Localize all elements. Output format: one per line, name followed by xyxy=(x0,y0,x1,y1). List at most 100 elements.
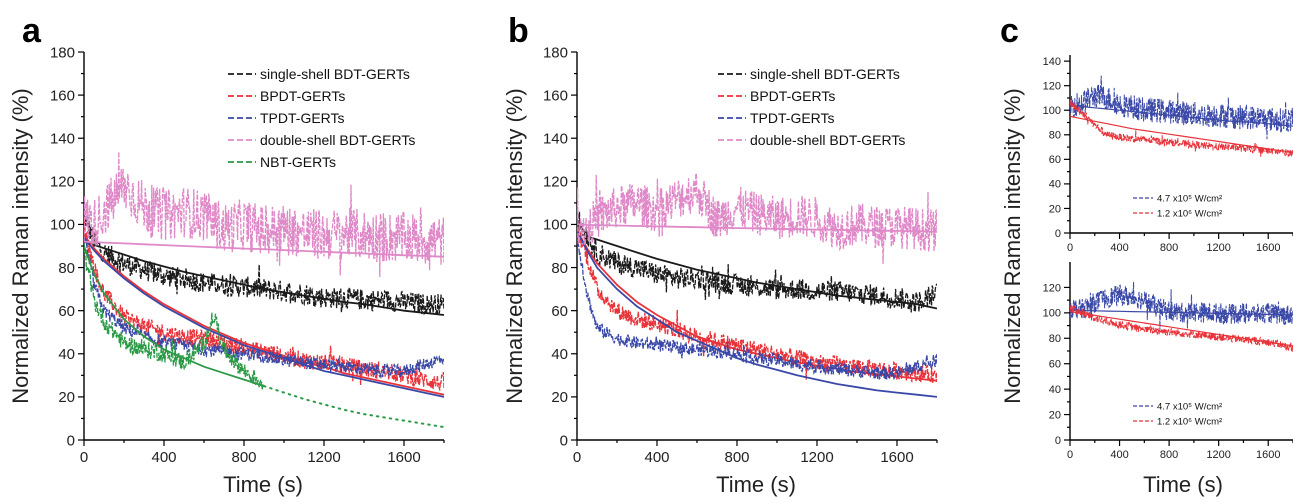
x-tick-label: 1600 xyxy=(880,449,913,466)
x-axis-title: Time (s) xyxy=(1143,472,1223,497)
extrapolation-line-green xyxy=(263,385,444,429)
series-line-blue xyxy=(1070,281,1293,331)
x-tick-label: 1600 xyxy=(387,449,420,466)
legend-entry: single-shell BDT-GERTs xyxy=(750,66,900,82)
panel-label-b: b xyxy=(508,12,529,50)
fit-line-pink xyxy=(84,240,444,258)
y-tick-label: 80 xyxy=(551,260,568,277)
y-tick-label: 100 xyxy=(1043,105,1061,117)
series-line-green xyxy=(84,243,265,391)
y-tick-label: 100 xyxy=(1043,308,1061,320)
y-tick-label: 80 xyxy=(1049,333,1061,345)
legend-entry: 4.7 x10⁵ W/cm² xyxy=(1157,401,1222,412)
x-tick-label: 800 xyxy=(724,449,749,466)
y-tick-label: 20 xyxy=(1049,203,1061,215)
x-tick-label: 400 xyxy=(151,449,176,466)
chart-panel-b: 0 20 40 60 80 100 120 140 160 180 0 400 800 1200 1600 s… xyxy=(502,12,938,497)
y-tick-label: 160 xyxy=(50,87,75,104)
legend-entry: 4.7 x10⁵ W/cm² xyxy=(1157,193,1222,204)
x-tick-label: 400 xyxy=(1110,449,1128,461)
series-line-pink xyxy=(84,151,444,278)
fit-line-red xyxy=(1070,115,1293,153)
y-tick-label: 60 xyxy=(58,303,75,320)
series-line-blue xyxy=(577,235,937,381)
y-tick-label: 120 xyxy=(1043,282,1061,294)
y-axis-title: Normalized Raman intensity (%) xyxy=(502,88,527,403)
y-tick-label: 180 xyxy=(50,44,75,61)
fit-line-black xyxy=(84,240,444,316)
series-line-blue xyxy=(1070,75,1293,140)
x-tick-label: 400 xyxy=(1110,242,1128,254)
legend-entry: BPDT-GERTs xyxy=(750,88,835,104)
y-tick-label: 0 xyxy=(1055,228,1061,240)
legend: single-shell BDT-GERTs BPDT-GERTs TPDT-GER… xyxy=(718,66,905,148)
x-tick-label: 1200 xyxy=(307,449,340,466)
x-tick-label: 800 xyxy=(1160,449,1178,461)
y-tick-label: 160 xyxy=(543,87,568,104)
fit-line-blue xyxy=(1070,309,1293,316)
legend-entry: BPDT-GERTs xyxy=(260,88,345,104)
plot-area xyxy=(577,173,937,398)
y-tick-label: 0 xyxy=(1055,435,1061,447)
y-tick-label: 120 xyxy=(543,174,568,191)
x-tick-label: 1200 xyxy=(1206,242,1230,254)
legend-entry: TPDT-GERTs xyxy=(750,110,835,126)
legend: single-shell BDT-GERTs BPDT-GERTs TPDT-GER… xyxy=(228,66,415,170)
chart-panel-a: 0 20 40 60 80 100 120 140 160 180 0 400 800 1200 1600 s… xyxy=(8,12,445,497)
plot-area xyxy=(84,151,444,429)
panel-label-c: c xyxy=(1000,12,1019,50)
fit-line-red xyxy=(1070,311,1293,347)
fit-line-red xyxy=(84,234,444,396)
x-axis-title: Time (s) xyxy=(223,472,303,497)
y-tick-label: 120 xyxy=(1043,81,1061,93)
y-tick-label: 40 xyxy=(1049,179,1061,191)
y-tick-label: 80 xyxy=(1049,130,1061,142)
fit-line-green xyxy=(84,245,265,387)
y-axis-title: Normalized Raman intensity (%) xyxy=(1000,88,1025,403)
x-tick-label: 1600 xyxy=(1256,449,1280,461)
x-tick-label: 0 xyxy=(80,449,88,466)
y-tick-label: 20 xyxy=(551,389,568,406)
fit-line-black xyxy=(577,232,937,310)
x-axis-title: Time (s) xyxy=(716,472,796,497)
plot-area xyxy=(1070,75,1293,159)
series-line-red xyxy=(1070,100,1293,159)
x-tick-label: 0 xyxy=(573,449,581,466)
y-tick-label: 20 xyxy=(1049,409,1061,421)
y-tick-label: 180 xyxy=(543,44,568,61)
legend-entry: single-shell BDT-GERTs xyxy=(260,66,410,82)
y-tick-label: 40 xyxy=(1049,384,1061,396)
series-line-blue xyxy=(84,236,444,380)
y-tick-label: 60 xyxy=(551,303,568,320)
legend-entry: double-shell BDT-GERTs xyxy=(260,132,415,148)
y-axis-title: Normalized Raman intensity (%) xyxy=(8,88,33,403)
chart-panel-c-top: 0 20 40 60 80 100 120 140 0 400 800 1200 1600 4.7 x10… xyxy=(1000,12,1293,404)
legend-entry: double-shell BDT-GERTs xyxy=(750,132,905,148)
legend-entry: TPDT-GERTs xyxy=(260,110,345,126)
y-tick-label: 0 xyxy=(67,432,75,449)
y-tick-label: 60 xyxy=(1049,154,1061,166)
x-tick-label: 1200 xyxy=(800,449,833,466)
y-tick-label: 100 xyxy=(543,217,568,234)
legend: 4.7 x10⁵ W/cm² 1.2 x10⁶ W/cm² xyxy=(1133,193,1222,219)
series-line-pink xyxy=(577,173,937,264)
y-tick-label: 20 xyxy=(58,389,75,406)
fit-line-blue xyxy=(84,236,444,398)
x-tick-label: 1200 xyxy=(1206,449,1230,461)
plot-area xyxy=(1070,281,1293,353)
x-tick-label: 0 xyxy=(1067,242,1073,254)
y-tick-label: 140 xyxy=(50,130,75,147)
y-tick-label: 140 xyxy=(543,130,568,147)
x-tick-label: 400 xyxy=(644,449,669,466)
series-line-red xyxy=(577,226,937,385)
x-tick-label: 800 xyxy=(1160,242,1178,254)
legend-entry: NBT-GERTs xyxy=(260,154,336,170)
y-tick-label: 40 xyxy=(58,346,75,363)
x-tick-label: 1600 xyxy=(1256,242,1280,254)
x-tick-label: 800 xyxy=(231,449,256,466)
panel-label-a: a xyxy=(22,12,42,50)
fit-line-blue xyxy=(577,230,937,398)
legend-entry: 1.2 x10⁶ W/cm² xyxy=(1157,416,1222,427)
